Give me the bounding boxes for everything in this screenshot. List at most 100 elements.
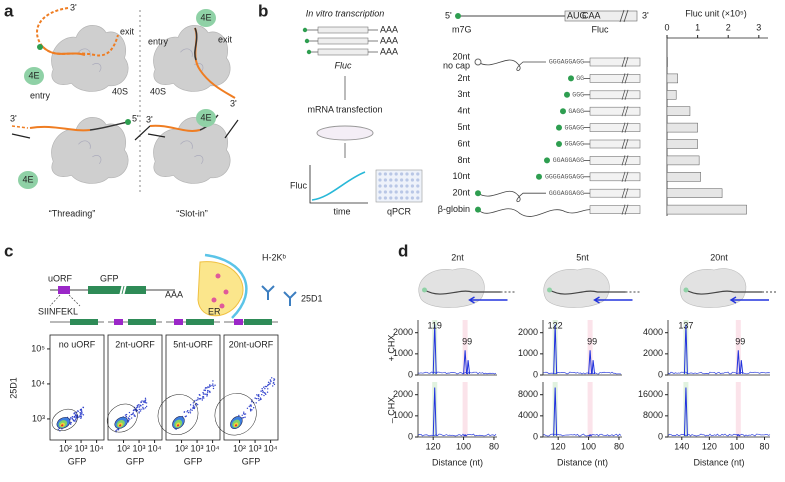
event xyxy=(211,384,213,387)
ribosome xyxy=(153,25,231,92)
peak xyxy=(432,324,437,375)
event xyxy=(125,413,128,416)
cds-box xyxy=(589,205,641,214)
event xyxy=(138,412,140,414)
antibody-icon xyxy=(261,285,275,300)
peak-band xyxy=(462,382,468,437)
well xyxy=(383,178,387,182)
event xyxy=(244,413,247,415)
uorf-box xyxy=(114,319,123,325)
event xyxy=(243,411,245,413)
y-tick-label: 2000 xyxy=(393,389,413,399)
event xyxy=(138,408,141,411)
polya-label: AAA xyxy=(380,24,398,34)
cds-box xyxy=(589,156,641,165)
axis-title: Fluc unit (×10⁵) xyxy=(685,8,747,18)
event xyxy=(270,380,272,383)
x-tick-label: 100 xyxy=(456,441,471,451)
end-label: 3' xyxy=(70,2,77,12)
event xyxy=(138,411,140,413)
event xyxy=(206,395,208,397)
caption: “Threading” xyxy=(49,208,96,218)
row-label: 5nt xyxy=(457,122,470,132)
density-contour xyxy=(51,408,78,431)
well xyxy=(410,172,414,176)
event xyxy=(205,393,207,395)
well xyxy=(400,184,404,188)
event xyxy=(208,386,210,389)
cap xyxy=(560,108,566,115)
leader-seq: GGAGG xyxy=(564,141,584,148)
event xyxy=(196,403,199,406)
end-label: 3' xyxy=(642,10,649,20)
event xyxy=(249,409,252,411)
axis-title: GFP xyxy=(68,456,87,466)
event xyxy=(257,397,259,400)
strand xyxy=(134,125,151,141)
event xyxy=(78,416,80,419)
break xyxy=(619,9,629,23)
peak-label: 137 xyxy=(678,320,693,330)
graph-label: Fluc xyxy=(290,180,308,190)
mrna xyxy=(477,208,591,217)
gene-label: GFP xyxy=(100,273,119,283)
event xyxy=(128,415,131,417)
axis-title: GFP xyxy=(242,456,261,466)
event xyxy=(116,429,118,431)
well xyxy=(394,172,398,176)
x-tick-label: 10² xyxy=(59,443,72,453)
event xyxy=(246,407,249,409)
trace xyxy=(417,433,497,437)
x-tick-label: 10⁴ xyxy=(148,443,162,453)
well xyxy=(416,172,420,176)
dish xyxy=(316,125,374,141)
event xyxy=(143,408,145,410)
cap xyxy=(683,287,689,293)
x-tick-label: 10⁴ xyxy=(206,443,220,453)
row-label: 3nt xyxy=(457,89,470,99)
event xyxy=(258,399,260,402)
event xyxy=(142,403,144,406)
event xyxy=(254,397,256,399)
event xyxy=(255,397,258,400)
event xyxy=(272,385,274,387)
mrna xyxy=(477,59,546,71)
event xyxy=(139,404,142,407)
cap xyxy=(544,157,550,164)
x-tick-label: 2 xyxy=(726,22,731,32)
event xyxy=(265,393,267,396)
toeprint-arrow xyxy=(468,296,475,304)
event xyxy=(183,411,186,413)
cap xyxy=(556,141,562,147)
event xyxy=(75,420,77,422)
y-tick-label: 1000 xyxy=(393,348,413,358)
y-tick-label: 1000 xyxy=(393,410,413,420)
peak-band xyxy=(432,382,438,437)
axis-title: GFP xyxy=(184,456,203,466)
mrna xyxy=(41,45,86,56)
row-label: 10nt xyxy=(452,171,470,181)
well xyxy=(405,196,409,200)
event xyxy=(202,396,205,398)
event xyxy=(128,411,131,414)
event xyxy=(214,384,216,386)
polya-label: AAA xyxy=(380,35,398,45)
mrna xyxy=(194,27,198,61)
event xyxy=(130,417,133,419)
event xyxy=(145,402,148,404)
event xyxy=(186,411,188,413)
event xyxy=(78,415,81,417)
event xyxy=(134,409,136,411)
event xyxy=(250,405,252,408)
event xyxy=(194,404,197,406)
gene-label: Fluc xyxy=(591,24,609,34)
well xyxy=(389,184,393,188)
row-label: 20nt xyxy=(452,188,470,198)
x-tick-label: 100 xyxy=(729,441,744,451)
well xyxy=(383,184,387,188)
bar xyxy=(666,122,698,133)
gene-label: uORF xyxy=(48,273,73,283)
mrna xyxy=(549,289,626,295)
row-label: 2nt xyxy=(457,73,470,83)
